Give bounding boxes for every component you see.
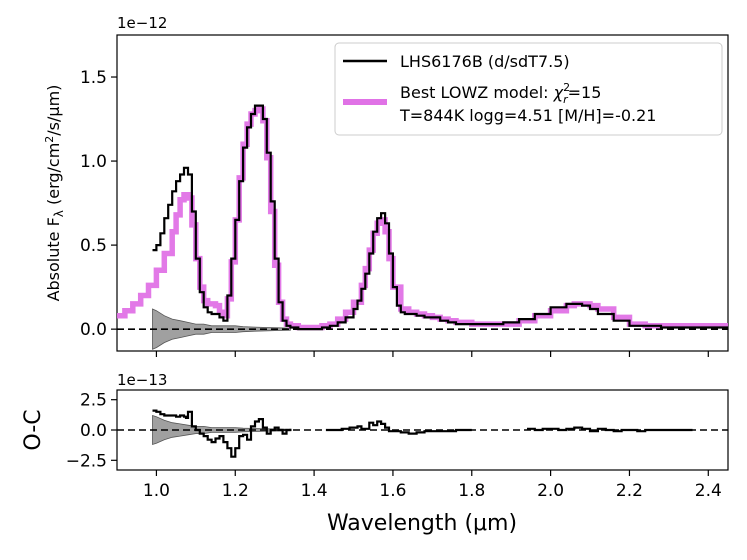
residual-x-tick-label: 1.8 [458, 481, 485, 501]
main-y-tick-label: 0.5 [80, 236, 107, 256]
main-y-tick-label: 1.5 [80, 68, 107, 88]
main-observed-spectrum [152, 104, 728, 331]
residual-y-axis-label: O-C [21, 409, 46, 450]
main-y-tick-label: 0.0 [80, 320, 107, 340]
residual-residual-segment-1 [152, 409, 292, 458]
residual-y-tick-label: −2.5 [66, 451, 107, 471]
residual-y-tick-label: 2.5 [80, 391, 107, 411]
main-panel: 0.0 0.5 1.0 1.5 1e−12 Absolute Fλ (erg/cm2/… [43, 14, 729, 357]
residual-x-tick-label: 2.2 [616, 481, 643, 501]
legend-label-model-line2: T=844K logg=4.51 [M/H]=-0.21 [399, 106, 656, 125]
x-axis-label: Wavelength (μm) [327, 511, 517, 536]
residual-y-tick-label: 0.0 [80, 421, 107, 441]
residual-offset-label: 1e−13 [117, 371, 167, 389]
residual-x-tick-label: 1.2 [222, 481, 249, 501]
residual-y-ticks: −2.5 0.0 2.5 [66, 391, 117, 471]
legend-label-model: Best LOWZ model: χ2 r=15 [400, 81, 601, 106]
residual-x-tick-label: 1.6 [379, 481, 406, 501]
main-plot-frame [116, 34, 729, 352]
legend: LHS6176B (d/sdT7.5) Best LOWZ model: χ2 r… [334, 42, 723, 136]
legend-label-observed: LHS6176B (d/sdT7.5) [400, 52, 570, 71]
main-model-spectrum [117, 106, 728, 331]
main-offset-label: 1e−12 [117, 14, 167, 32]
residual-x-tick-label: 1.0 [143, 481, 170, 501]
legend-frame [334, 42, 723, 136]
residual-x-tick-label: 2.0 [537, 481, 564, 501]
residual-x-ticks: 1.0 1.2 1.4 1.6 1.8 2.0 2.2 2.4 [143, 470, 722, 501]
residual-x-tick-label: 1.4 [301, 481, 328, 501]
residual-x-tick-label: 2.4 [695, 481, 722, 501]
main-y-tick-label: 1.0 [80, 152, 107, 172]
main-x-ticks [155, 351, 709, 357]
residual-panel: −2.5 0.0 2.5 1.0 1.2 1.4 1.6 1.8 2.0 2.2 2.4 1e−1… [21, 371, 729, 536]
main-series-group [117, 104, 728, 331]
main-y-axis-label: Absolute Fλ (erg/cm2/s/μm) [43, 85, 66, 302]
residual-series-group [117, 409, 728, 458]
main-y-ticks: 0.0 0.5 1.0 1.5 [80, 68, 117, 340]
residual-residual-segment-2 [325, 420, 472, 435]
